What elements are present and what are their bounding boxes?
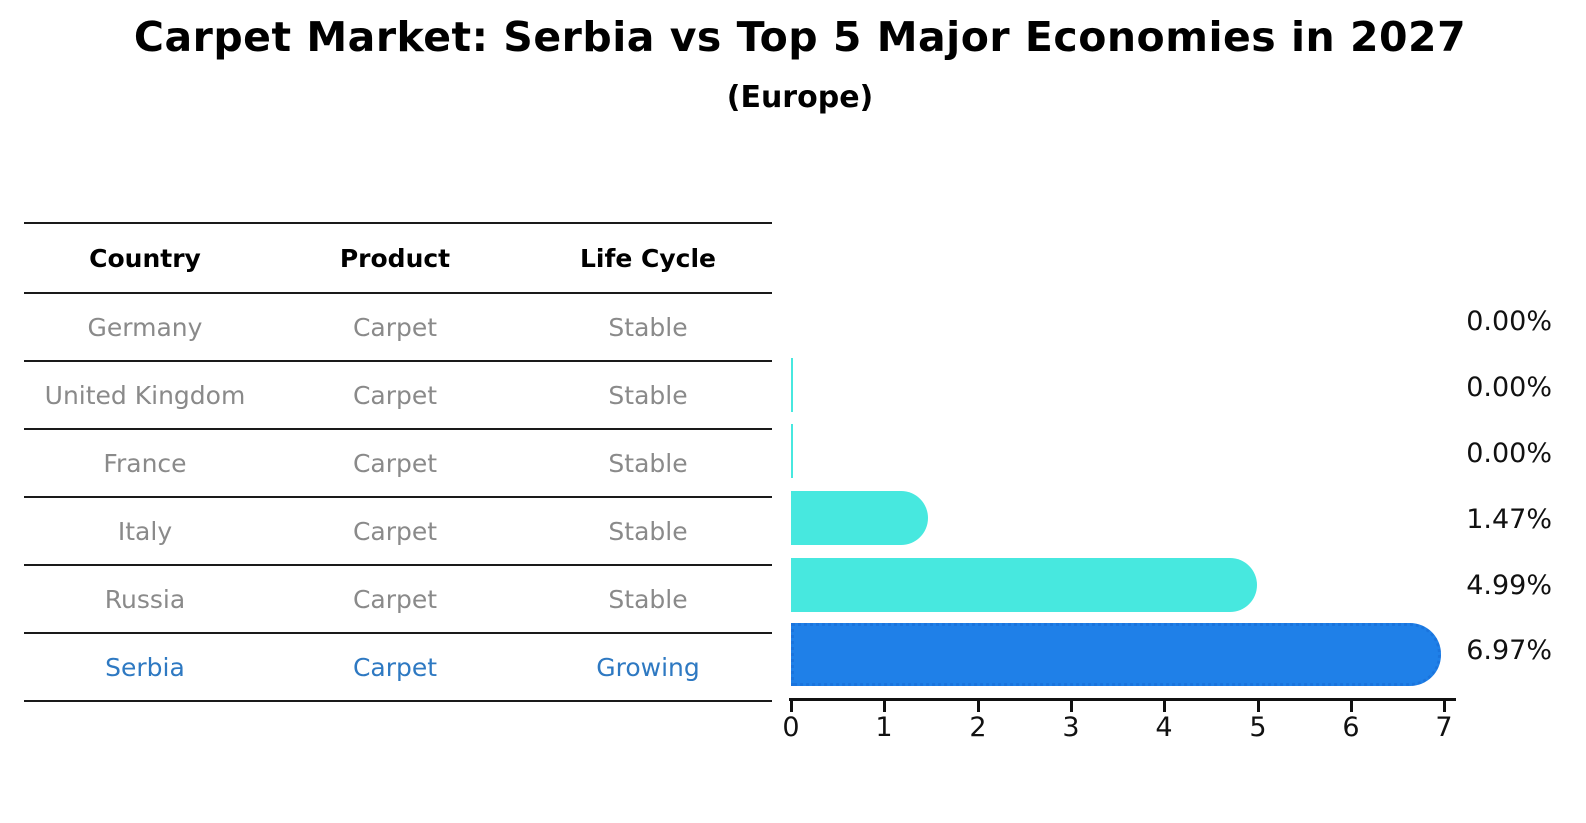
cell-country: United Kingdom: [44, 380, 246, 410]
cell-product: Carpet: [352, 652, 438, 682]
table-row-germany: Germany Carpet Stable: [24, 294, 772, 362]
x-axis-line: [789, 698, 1456, 701]
x-axis-tick-label: 1: [875, 712, 893, 743]
value-label-italy: 1.47%: [1466, 504, 1552, 535]
x-axis-tick: [977, 701, 980, 712]
cell-country: Russia: [104, 584, 186, 614]
value-label-united-kingdom: 0.00%: [1466, 372, 1552, 403]
col-header-life-cycle: Life Cycle: [579, 243, 717, 273]
x-axis-tick-label: 7: [1435, 712, 1453, 743]
cell-country: France: [103, 448, 187, 478]
cell-life-cycle: Stable: [608, 584, 688, 614]
x-axis-tick: [1070, 701, 1073, 712]
x-axis-tick-label: 0: [782, 712, 800, 743]
value-label-germany: 0.00%: [1466, 306, 1552, 337]
x-axis-tick-label: 3: [1062, 712, 1080, 743]
x-axis-tick: [790, 701, 793, 712]
cell-life-cycle: Stable: [608, 312, 688, 342]
x-axis-tick-label: 4: [1155, 712, 1173, 743]
value-label-serbia: 6.97%: [1466, 635, 1552, 666]
chart-title: Carpet Market: Serbia vs Top 5 Major Eco…: [133, 13, 1467, 61]
cell-product: Carpet: [352, 584, 438, 614]
x-axis-tick: [1163, 701, 1166, 712]
table-row-russia: Russia Carpet Stable: [24, 566, 772, 634]
value-label-russia: 4.99%: [1466, 570, 1552, 601]
bar-russia: [791, 558, 1257, 612]
table-row-france: France Carpet Stable: [24, 430, 772, 498]
table-row-united-kingdom: United Kingdom Carpet Stable: [24, 362, 772, 430]
bar-united-kingdom: [791, 358, 793, 412]
cell-country: Serbia: [105, 652, 185, 682]
cell-life-cycle: Stable: [608, 516, 688, 546]
x-axis-tick: [1350, 701, 1353, 712]
col-header-product: Product: [339, 243, 451, 273]
x-axis-tick: [1257, 701, 1260, 712]
col-header-country: Country: [89, 243, 201, 273]
cell-life-cycle: Stable: [608, 380, 688, 410]
x-axis-tick: [883, 701, 886, 712]
bar-italy: [791, 491, 928, 545]
x-axis-tick-label: 6: [1342, 712, 1360, 743]
cell-life-cycle: Growing: [596, 652, 700, 682]
table-row-serbia: Serbia Carpet Growing: [24, 634, 772, 702]
country-table: Country Product Life Cycle Germany Carpe…: [24, 222, 772, 702]
cell-country: Italy: [117, 516, 173, 546]
table-header-row: Country Product Life Cycle: [24, 224, 772, 294]
table-row-italy: Italy Carpet Stable: [24, 498, 772, 566]
x-axis-tick-label: 5: [1249, 712, 1267, 743]
x-axis-tick-label: 2: [969, 712, 987, 743]
chart-subtitle: (Europe): [726, 80, 874, 115]
cell-country: Germany: [87, 312, 203, 342]
cell-product: Carpet: [352, 516, 438, 546]
cell-product: Carpet: [352, 380, 438, 410]
bar-serbia: [791, 623, 1441, 686]
x-axis-tick: [1443, 701, 1446, 712]
cell-life-cycle: Stable: [608, 448, 688, 478]
bar-france: [791, 424, 793, 478]
value-label-france: 0.00%: [1466, 438, 1552, 469]
cell-product: Carpet: [352, 448, 438, 478]
cell-product: Carpet: [352, 312, 438, 342]
